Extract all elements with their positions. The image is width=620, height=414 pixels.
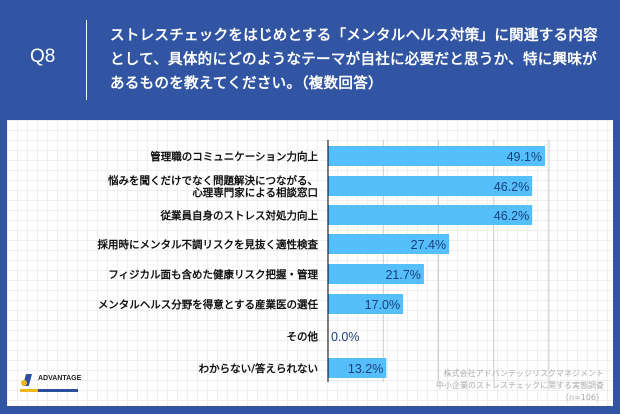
bar — [328, 294, 404, 314]
data-label: 21.7% — [385, 268, 420, 282]
question-number: Q8 — [30, 46, 56, 67]
source-line: 中小企業のストレスチェックに関する実態調査 — [436, 381, 604, 390]
data-label: 0.0% — [331, 330, 360, 344]
category-label: わからない/答えられない — [199, 362, 318, 375]
data-label: 46.2% — [494, 180, 529, 194]
category-label: 従業員自身のストレス対処力向上 — [160, 209, 319, 222]
data-label: 49.1% — [507, 150, 542, 164]
category-label: 心理専門家による相談窓口 — [192, 186, 318, 199]
data-label: 46.2% — [494, 209, 529, 223]
chart-panel — [7, 120, 613, 406]
category-label: その他 — [287, 330, 319, 343]
bar — [328, 205, 533, 225]
category-label: 採用時にメンタル不調リスクを見抜く適性検査 — [98, 238, 319, 251]
bar — [328, 176, 533, 196]
data-label: 13.2% — [348, 362, 383, 376]
header-divider — [86, 20, 87, 100]
category-label: 管理職のコミュニケーション力向上 — [150, 150, 318, 163]
category-label: メンタルヘルス分野を得意とする産業医の選任 — [98, 298, 319, 311]
bar — [328, 264, 424, 284]
advantage-logo-icon — [20, 374, 80, 398]
logo-text: ADVANTAGE — [38, 375, 82, 382]
bar — [328, 146, 546, 166]
data-label: 27.4% — [411, 238, 446, 252]
category-label: 悩みを聞くだけでなく問題解決につながる、 — [107, 174, 318, 187]
source-line: 株式会社アドバンテッジリスクマネジメント — [443, 369, 604, 378]
question-title: ストレスチェックをはじめとする「メンタルヘルス対策」に関連する内容として、具体的… — [110, 28, 598, 92]
bar — [328, 358, 387, 378]
category-label: フィジカル面も含めた健康リスク把握・管理 — [108, 268, 318, 281]
bar — [328, 234, 450, 254]
data-label: 17.0% — [365, 298, 400, 312]
source-line: （n=106） — [560, 393, 604, 402]
source-note: 株式会社アドバンテッジリスクマネジメント 中小企業のストレスチェックに関する実態… — [436, 368, 604, 404]
